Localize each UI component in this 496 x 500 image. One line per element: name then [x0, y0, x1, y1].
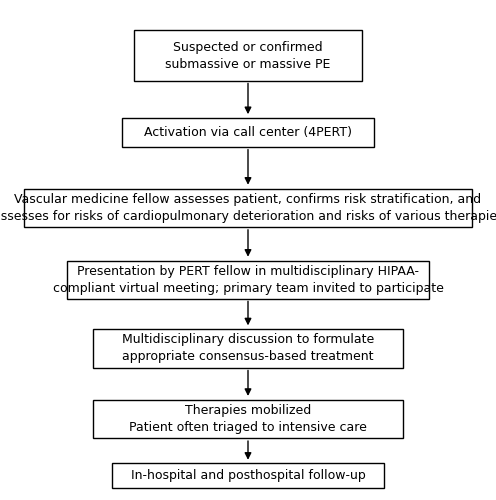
- Text: Therapies mobilized
Patient often triaged to intensive care: Therapies mobilized Patient often triage…: [129, 404, 367, 434]
- Text: Multidisciplinary discussion to formulate
appropriate consensus-based treatment: Multidisciplinary discussion to formulat…: [122, 334, 374, 364]
- Bar: [112, 463, 384, 488]
- Text: Suspected or confirmed
submassive or massive PE: Suspected or confirmed submassive or mas…: [165, 40, 331, 70]
- Text: In-hospital and posthospital follow-up: In-hospital and posthospital follow-up: [130, 469, 366, 482]
- Bar: [122, 118, 374, 147]
- Text: Presentation by PERT fellow in multidisciplinary HIPAA-
compliant virtual meetin: Presentation by PERT fellow in multidisc…: [53, 265, 443, 295]
- Bar: [93, 329, 403, 368]
- Text: Activation via call center (4PERT): Activation via call center (4PERT): [144, 126, 352, 139]
- Text: Vascular medicine fellow assesses patient, confirms risk stratification, and
ass: Vascular medicine fellow assesses patien…: [0, 193, 496, 223]
- Bar: [134, 30, 362, 81]
- Bar: [93, 400, 403, 438]
- Bar: [24, 188, 472, 227]
- Bar: [67, 260, 429, 299]
